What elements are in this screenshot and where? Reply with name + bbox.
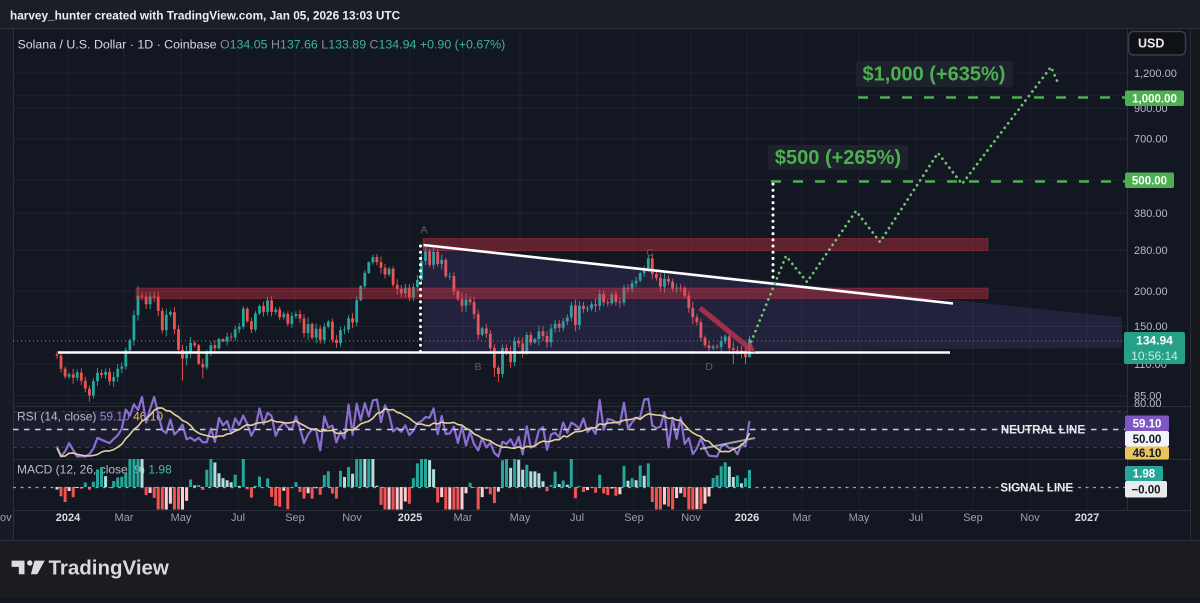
svg-text:Jul: Jul [231, 512, 245, 524]
svg-text:Solana / U.S. Dollar · 1D · Co: Solana / U.S. Dollar · 1D · Coinbase O13… [18, 38, 506, 52]
svg-text:May: May [849, 512, 870, 524]
svg-text:10:56:14: 10:56:14 [1131, 349, 1178, 363]
svg-text:1,000.00: 1,000.00 [1132, 93, 1177, 105]
svg-text:59.10: 59.10 [1133, 418, 1162, 430]
svg-text:134.94: 134.94 [1136, 334, 1173, 348]
svg-text:Sep: Sep [963, 512, 983, 524]
svg-text:Mar: Mar [793, 512, 812, 524]
svg-text:MACD (12, 26, close, 9) 1.98: MACD (12, 26, close, 9) 1.98 [17, 463, 172, 477]
svg-text:2027: 2027 [1075, 512, 1099, 524]
svg-text:May: May [171, 512, 192, 524]
svg-text:D: D [705, 361, 713, 373]
svg-text:Sep: Sep [624, 512, 644, 524]
svg-text:85.00: 85.00 [1134, 390, 1162, 402]
svg-text:Nov: Nov [681, 512, 701, 524]
svg-text:1,200.00: 1,200.00 [1134, 68, 1177, 80]
svg-text:80.00: 80.00 [1134, 398, 1162, 410]
svg-text:200.00: 200.00 [1134, 286, 1168, 298]
svg-text:280.00: 280.00 [1134, 245, 1168, 257]
svg-text:TradingView: TradingView [49, 557, 169, 580]
svg-text:ov: ov [0, 512, 12, 524]
svg-text:46.10: 46.10 [1133, 448, 1162, 460]
svg-text:A: A [420, 224, 427, 236]
svg-text:50.00: 50.00 [1133, 434, 1162, 446]
svg-text:harvey_hunter created with Tra: harvey_hunter created with TradingView.c… [10, 9, 401, 23]
svg-text:Nov: Nov [1020, 512, 1040, 524]
svg-text:2024: 2024 [56, 512, 81, 524]
svg-text:1.98: 1.98 [1133, 469, 1156, 481]
svg-text:NEUTRAL LINE: NEUTRAL LINE [1001, 425, 1085, 437]
svg-text:Nov: Nov [342, 512, 362, 524]
svg-text:C: C [646, 247, 654, 259]
svg-text:Jul: Jul [909, 512, 923, 524]
svg-text:USD: USD [1138, 37, 1164, 51]
svg-text:Mar: Mar [115, 512, 134, 524]
svg-text:2026: 2026 [735, 512, 759, 524]
svg-text:−0.00: −0.00 [1131, 484, 1160, 496]
svg-text:Mar: Mar [454, 512, 473, 524]
svg-text:B: B [474, 361, 481, 373]
svg-text:$500 (+265%): $500 (+265%) [775, 147, 901, 169]
svg-text:380.00: 380.00 [1134, 208, 1168, 220]
svg-text:Jul: Jul [570, 512, 584, 524]
svg-text:SIGNAL LINE: SIGNAL LINE [1000, 483, 1073, 495]
svg-text:May: May [510, 512, 531, 524]
svg-text:700.00: 700.00 [1134, 134, 1168, 146]
svg-text:150.00: 150.00 [1134, 321, 1168, 333]
svg-text:Sep: Sep [285, 512, 305, 524]
svg-text:2025: 2025 [398, 512, 422, 524]
svg-text:$1,000 (+635%): $1,000 (+635%) [863, 64, 1006, 86]
svg-text:500.00: 500.00 [1132, 175, 1167, 187]
